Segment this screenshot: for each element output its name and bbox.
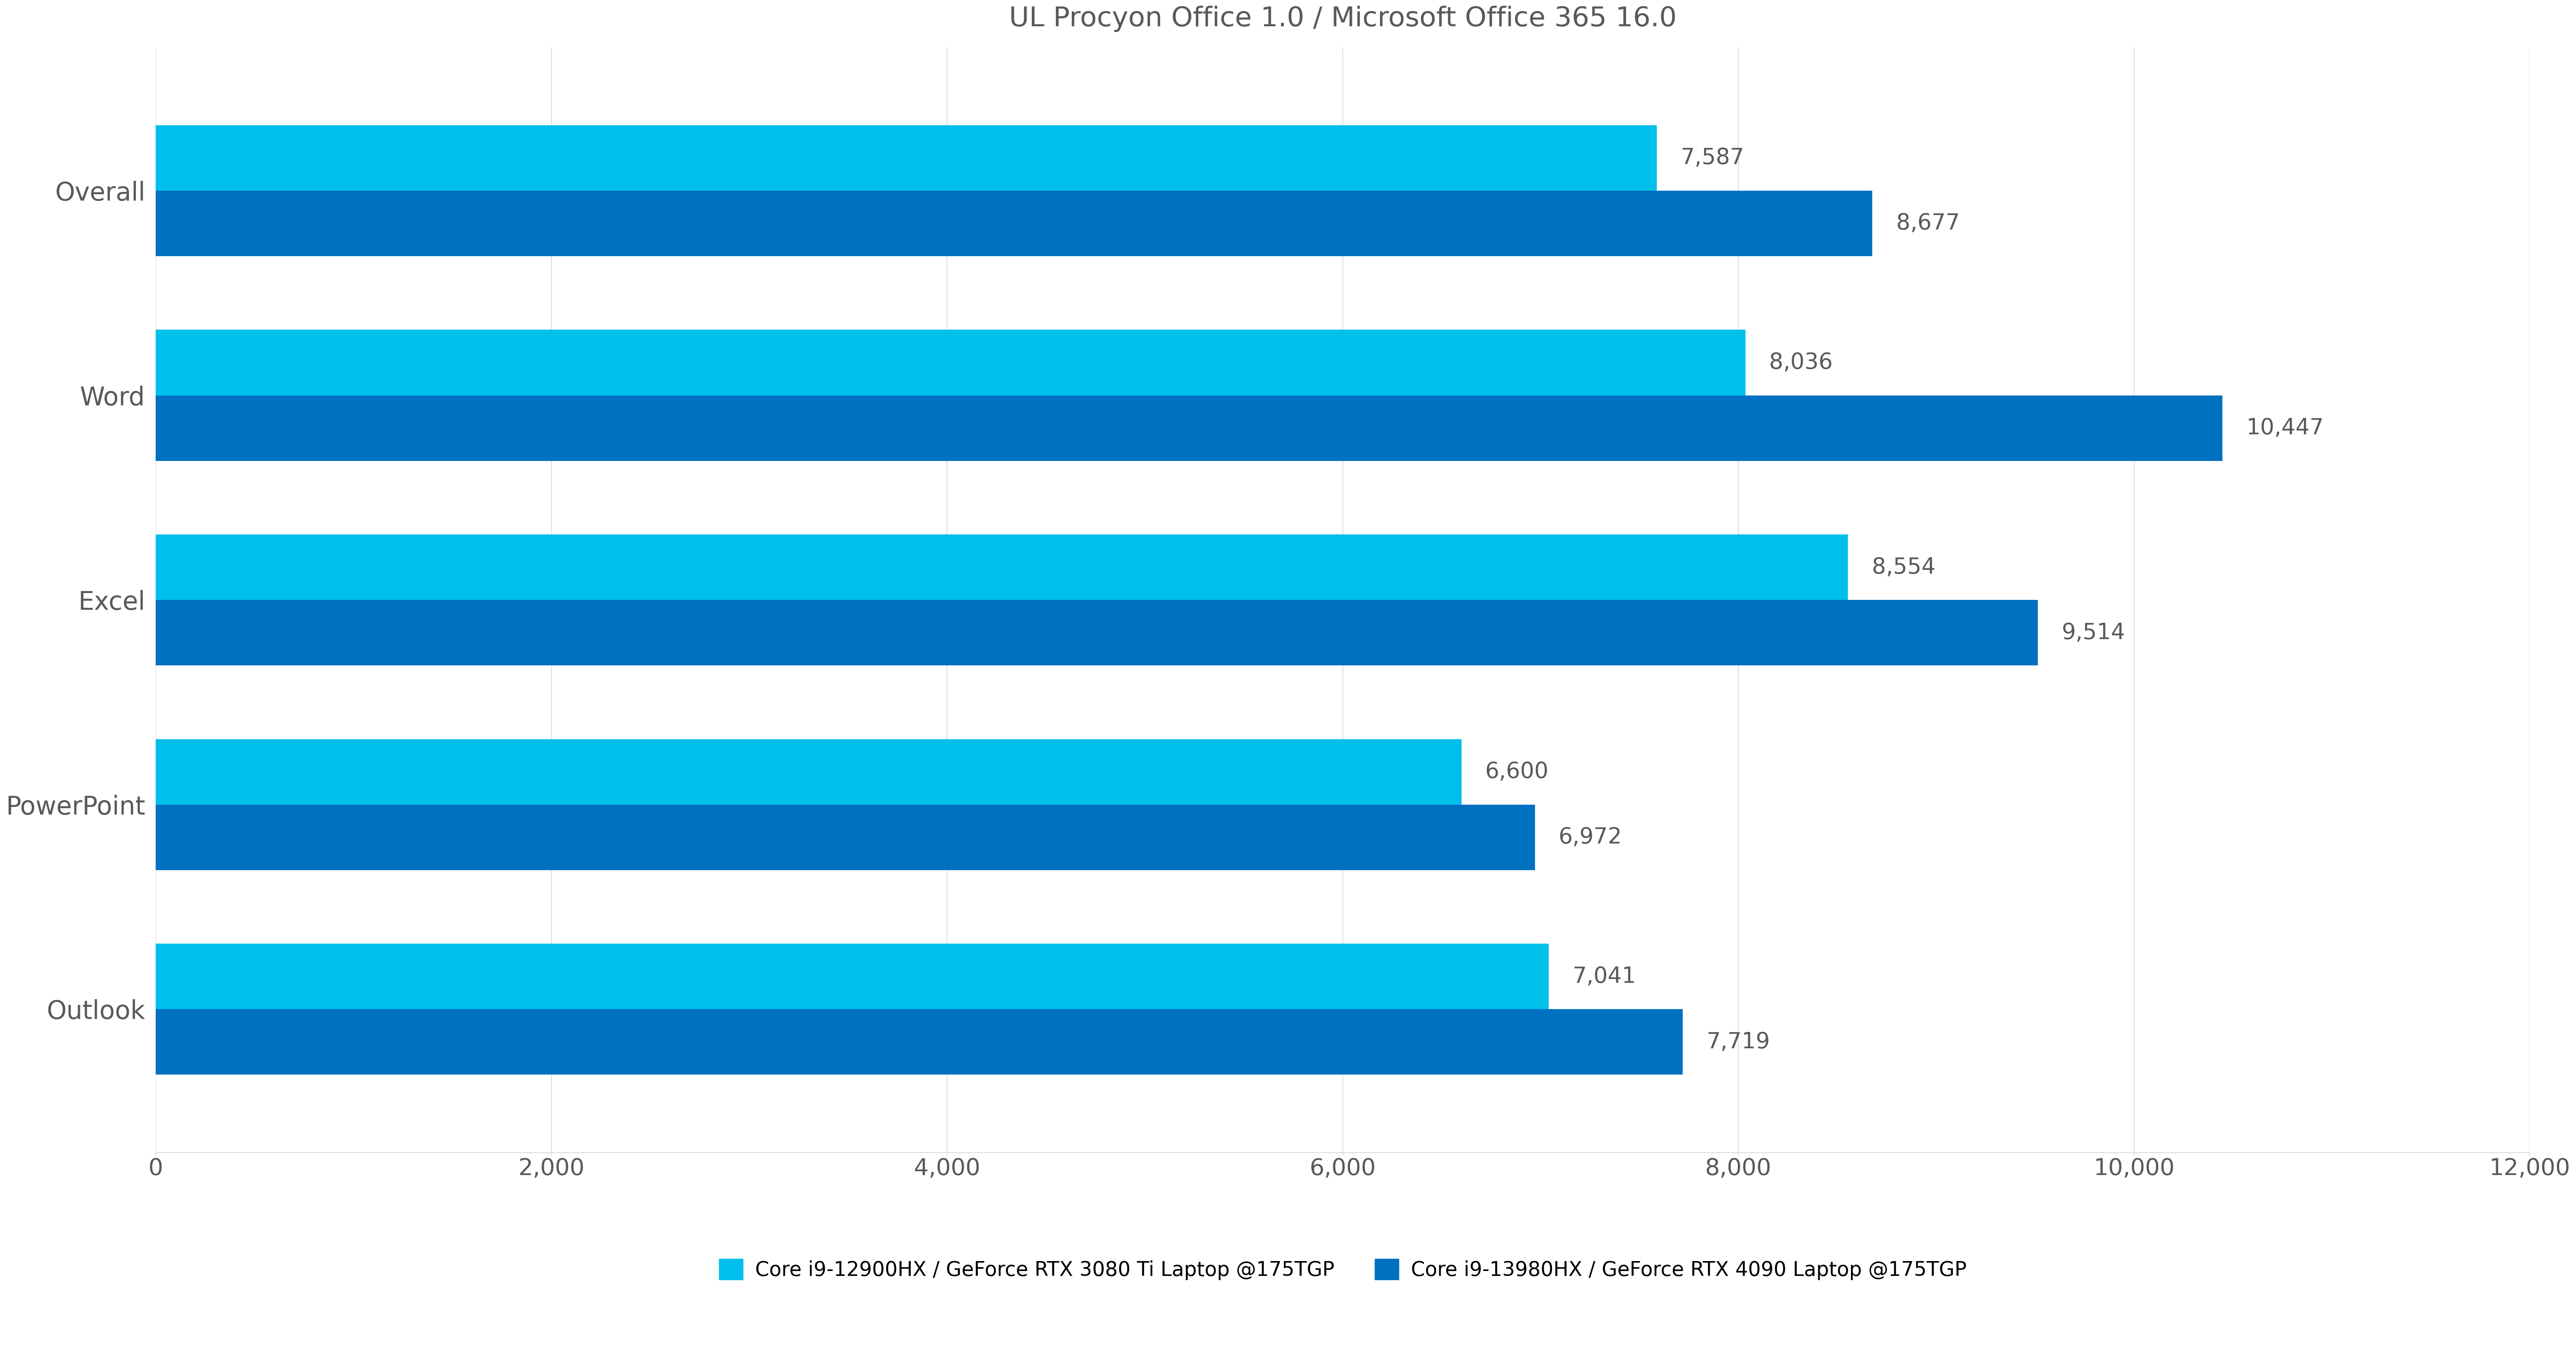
Bar <box>155 330 1747 395</box>
Bar <box>155 805 1535 870</box>
Bar <box>155 395 2223 461</box>
Bar <box>155 125 1656 191</box>
Text: 7,719: 7,719 <box>1705 1031 1770 1053</box>
Bar <box>155 191 1873 256</box>
Text: 8,677: 8,677 <box>1896 213 1960 235</box>
Bar <box>155 1010 1682 1075</box>
Text: 6,972: 6,972 <box>1558 826 1623 848</box>
Text: 6,600: 6,600 <box>1486 761 1548 783</box>
Bar <box>155 740 1461 805</box>
Legend: Core i9-12900HX / GeForce RTX 3080 Ti Laptop @175TGP, Core i9-13980HX / GeForce : Core i9-12900HX / GeForce RTX 3080 Ti La… <box>711 1251 1976 1288</box>
Text: 8,554: 8,554 <box>1873 556 1935 578</box>
Bar <box>155 600 2038 665</box>
Text: 10,447: 10,447 <box>2246 417 2324 438</box>
Text: 8,036: 8,036 <box>1770 351 1834 373</box>
Bar <box>155 943 1548 1010</box>
Text: 9,514: 9,514 <box>2061 622 2125 643</box>
Title: UL Procyon Office 1.0 / Microsoft Office 365 16.0: UL Procyon Office 1.0 / Microsoft Office… <box>1010 5 1677 33</box>
Text: 7,041: 7,041 <box>1571 966 1636 988</box>
Bar <box>155 535 1847 600</box>
Text: 7,587: 7,587 <box>1680 147 1744 168</box>
